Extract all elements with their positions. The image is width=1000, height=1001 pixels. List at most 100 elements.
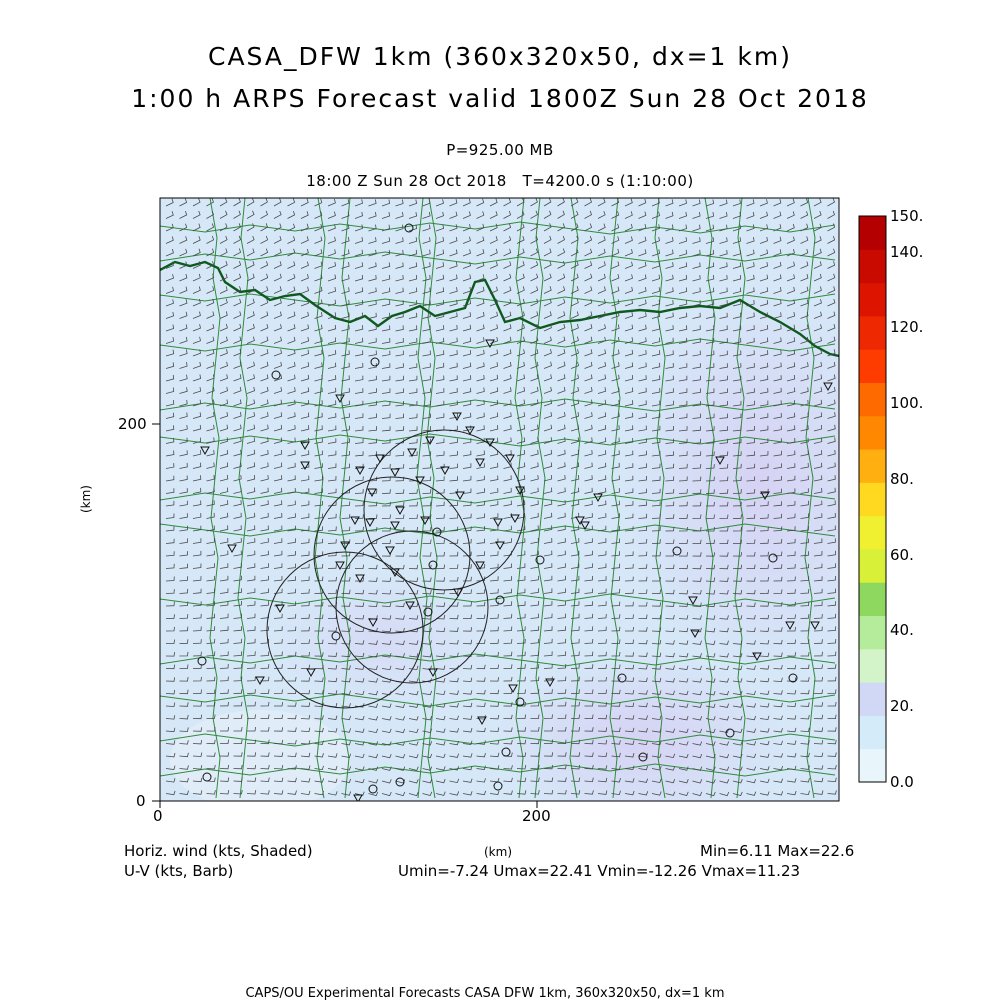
wind-barb <box>638 438 647 444</box>
wind-barb <box>624 500 634 507</box>
wind-barb <box>813 311 822 319</box>
county-line <box>160 733 836 747</box>
wind-barb <box>192 525 202 532</box>
wind-barb <box>692 274 701 282</box>
wind-barb <box>422 678 432 683</box>
wind-barb <box>381 602 392 608</box>
wind-barb <box>273 714 283 720</box>
wind-barb <box>341 715 351 721</box>
wind-barb <box>624 274 633 282</box>
wind-barb <box>624 538 634 544</box>
wind-barb <box>449 413 458 419</box>
county-line <box>160 491 836 505</box>
wind-barb <box>287 210 296 219</box>
colorbar-swatch <box>859 515 886 550</box>
wind-barb <box>449 274 458 282</box>
wind-barb <box>327 677 338 683</box>
wind-barb <box>300 614 310 619</box>
wind-barb <box>800 286 809 294</box>
wind-barb <box>651 665 662 670</box>
station-triangle <box>475 458 485 468</box>
wind-barb <box>570 676 580 682</box>
wind-barb <box>273 235 282 244</box>
wind-barb <box>813 223 822 232</box>
wind-barb <box>786 601 796 607</box>
wind-barb <box>449 488 459 494</box>
wind-barb <box>165 437 175 444</box>
wind-barb <box>665 312 674 319</box>
wind-barb <box>773 412 782 419</box>
wind-barb <box>557 487 566 494</box>
wind-barb <box>300 513 310 519</box>
wind-barb <box>652 576 661 582</box>
wind-barb <box>341 375 350 382</box>
wind-barb <box>287 790 297 795</box>
wind-barb <box>800 387 809 394</box>
wind-barb <box>530 361 539 369</box>
wind-barb <box>557 374 566 382</box>
wind-barb <box>584 500 593 507</box>
wind-barb <box>368 589 378 595</box>
wind-barb <box>678 476 688 482</box>
wind-barb <box>246 537 256 544</box>
wind-barb <box>179 714 189 720</box>
wind-barb <box>651 350 661 357</box>
wind-barb <box>246 248 255 257</box>
wind-barb <box>341 476 351 482</box>
wind-barb <box>462 677 473 683</box>
wind-barb <box>219 676 229 682</box>
wind-barb <box>354 690 365 696</box>
wind-barb <box>827 525 836 532</box>
wind-barb <box>206 777 216 782</box>
station-triangle <box>495 541 505 551</box>
wind-barb <box>219 500 229 507</box>
wind-barb <box>395 426 405 432</box>
wind-barb <box>219 248 228 257</box>
wind-barb <box>759 387 769 394</box>
wind-barb <box>327 791 338 796</box>
wind-barb <box>246 663 256 669</box>
wind-barb <box>584 361 593 369</box>
wind-barb <box>341 577 351 582</box>
wind-barb <box>368 526 378 532</box>
wind-barb <box>192 538 202 544</box>
wind-barb <box>233 286 242 294</box>
wind-barb <box>692 501 702 507</box>
wind-barb <box>611 639 621 644</box>
wind-barb <box>422 337 431 344</box>
wind-barb <box>354 652 365 658</box>
wind-barb <box>557 462 566 469</box>
wind-barb <box>300 223 309 232</box>
wind-barb <box>665 438 674 444</box>
wind-barb <box>719 489 729 494</box>
wind-barb <box>746 362 755 369</box>
wind-barb <box>219 399 229 407</box>
wind-barb <box>327 324 337 332</box>
wind-barb <box>476 589 486 594</box>
wind-barb <box>300 248 309 257</box>
wind-barb <box>354 728 365 733</box>
wind-barb <box>827 651 837 657</box>
wind-barb <box>692 224 701 232</box>
wind-barb <box>354 753 365 759</box>
wind-barb <box>719 791 730 797</box>
wind-barb <box>746 388 755 394</box>
wind-barb <box>638 791 649 796</box>
wind-barb <box>705 640 716 645</box>
wind-barb <box>705 728 716 734</box>
wind-barb <box>327 526 337 532</box>
wind-barb <box>408 665 419 671</box>
wind-barb <box>759 287 769 294</box>
wind-barb <box>381 539 391 545</box>
wind-barb <box>341 299 350 307</box>
wind-barb <box>786 778 797 783</box>
wind-barb <box>813 752 824 758</box>
wind-barb <box>827 487 836 494</box>
wind-barb <box>516 689 526 694</box>
wind-barb <box>462 513 472 519</box>
wind-barb <box>368 337 377 344</box>
wind-barb <box>435 766 446 771</box>
wind-barb <box>530 424 539 432</box>
wind-barb <box>381 627 392 633</box>
wind-barb <box>489 689 500 695</box>
